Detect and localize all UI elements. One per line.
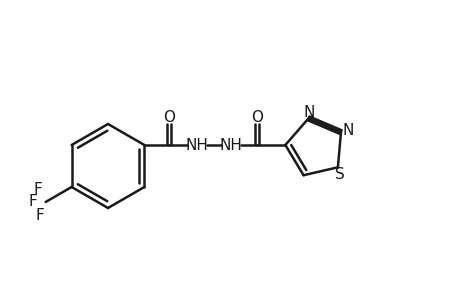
Text: O: O: [251, 110, 263, 124]
Text: F: F: [28, 194, 37, 209]
Text: S: S: [334, 167, 344, 182]
Text: F: F: [35, 208, 44, 223]
Text: O: O: [163, 110, 175, 124]
Text: NH: NH: [185, 137, 208, 152]
Text: F: F: [33, 182, 42, 197]
Text: N: N: [303, 105, 314, 120]
Text: N: N: [341, 123, 353, 138]
Text: NH: NH: [219, 137, 242, 152]
